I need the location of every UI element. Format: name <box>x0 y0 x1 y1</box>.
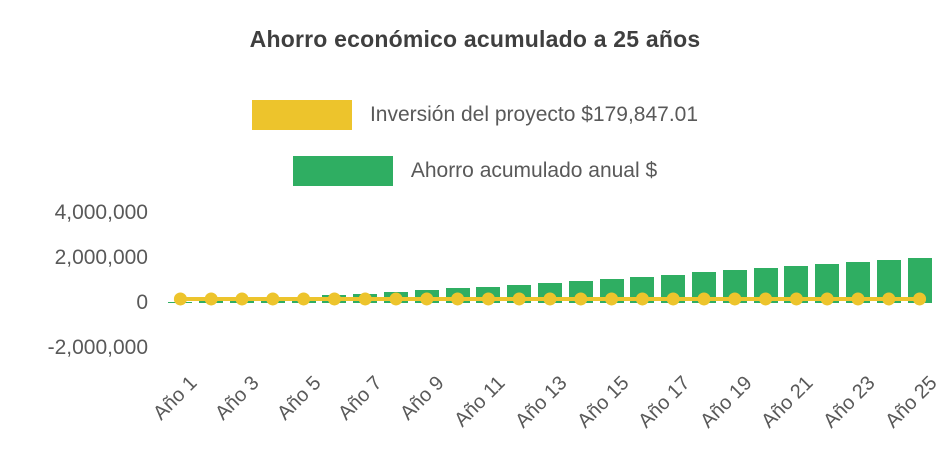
bar-savings-year-14 <box>568 280 593 303</box>
bar-savings-year-16 <box>630 276 655 303</box>
chart-title: Ahorro económico acumulado a 25 años <box>249 26 701 52</box>
bar-savings-year-5 <box>291 296 316 303</box>
legend-swatch-investment <box>251 100 352 130</box>
bar-savings-year-21 <box>784 266 809 303</box>
bar-savings-year-9 <box>414 290 439 303</box>
bar-savings-year-24 <box>876 260 901 303</box>
bar-savings-year-3 <box>230 299 254 303</box>
y-axis-tick-label: 2,000,000 <box>54 246 148 269</box>
bar-savings-year-11 <box>476 286 501 303</box>
bar-savings-year-23 <box>846 262 870 303</box>
legend-swatch-savings <box>292 156 393 186</box>
bar-savings-year-22 <box>815 264 840 303</box>
investment-marker-year-1 <box>173 292 187 306</box>
investment-marker-year-2 <box>204 292 218 306</box>
bar-savings-year-8 <box>384 291 408 303</box>
bar-savings-year-4 <box>260 298 285 303</box>
bar-savings-year-10 <box>445 288 470 303</box>
bar-savings-year-13 <box>538 282 562 303</box>
bar-savings-year-2 <box>199 300 224 303</box>
bar-savings-year-20 <box>753 268 778 303</box>
bar-savings-year-1 <box>168 301 193 303</box>
legend-label-investment: Inversión del proyecto $179,847.01 <box>369 103 699 126</box>
bar-savings-year-25 <box>907 258 932 303</box>
legend-label-savings: Ahorro acumulado anual $ <box>410 159 658 182</box>
bar-savings-year-12 <box>507 284 532 303</box>
legend: Inversión del proyecto $179,847.01 Ahorr… <box>0 98 950 210</box>
bar-savings-year-18 <box>692 272 716 303</box>
y-axis-tick-label: -2,000,000 <box>47 336 148 359</box>
bar-savings-year-15 <box>599 278 624 303</box>
bar-savings-year-7 <box>353 293 378 303</box>
bar-savings-year-17 <box>661 274 686 303</box>
bar-savings-year-19 <box>722 270 747 303</box>
bar-savings-year-6 <box>322 295 347 303</box>
legend-entry-savings: Ahorro acumulado anual $ <box>0 154 950 188</box>
legend-entry-investment: Inversión del proyecto $179,847.01 <box>0 98 950 132</box>
y-axis-tick-label: 4,000,000 <box>54 201 148 224</box>
y-axis-tick-label: 0 <box>136 291 148 314</box>
